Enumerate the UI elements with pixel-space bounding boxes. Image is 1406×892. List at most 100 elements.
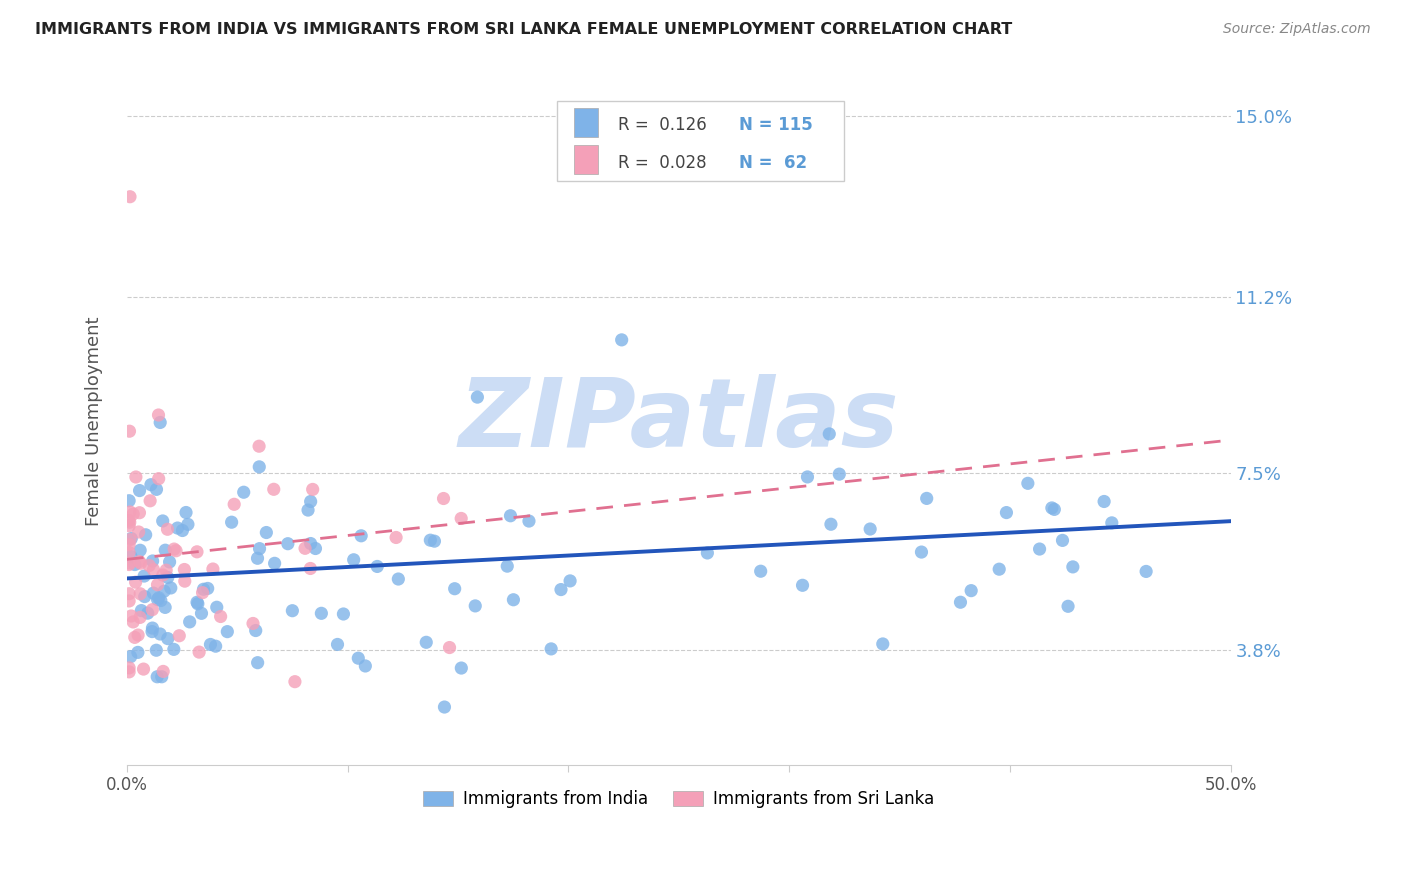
Point	[247, 459, 270, 474]
Point	[149, 416, 172, 430]
Point	[354, 659, 377, 673]
Legend: Immigrants from India, Immigrants from Sri Lanka: Immigrants from India, Immigrants from S…	[416, 783, 941, 814]
Point	[1040, 500, 1063, 515]
Point	[118, 190, 141, 204]
Text: ZIPatlas: ZIPatlas	[458, 375, 898, 467]
Point	[828, 467, 851, 482]
Point	[387, 572, 409, 586]
Point	[263, 557, 285, 571]
Point	[995, 506, 1018, 520]
Point	[350, 529, 373, 543]
Point	[125, 470, 148, 484]
Point	[118, 558, 141, 572]
Point	[118, 493, 141, 508]
Point	[174, 506, 197, 520]
Point	[153, 600, 176, 615]
Point	[139, 493, 162, 508]
Point	[134, 569, 156, 583]
Point	[517, 514, 540, 528]
Point	[1062, 560, 1084, 574]
Point	[163, 542, 186, 557]
Point	[120, 533, 142, 547]
Point	[224, 497, 246, 511]
Point	[201, 562, 224, 576]
Point	[247, 439, 270, 453]
Point	[1043, 502, 1066, 516]
Point	[299, 494, 322, 508]
Point	[135, 528, 157, 542]
Point	[187, 597, 209, 611]
Point	[173, 562, 195, 576]
Point	[301, 483, 323, 497]
Point	[263, 483, 285, 497]
Point	[193, 582, 215, 597]
Point	[1057, 599, 1080, 614]
Point	[146, 670, 169, 684]
Point	[366, 559, 388, 574]
Point	[910, 545, 932, 559]
Point	[148, 591, 170, 605]
Point	[120, 609, 142, 624]
Point	[124, 631, 146, 645]
Point	[129, 610, 152, 624]
Point	[155, 543, 177, 558]
Point	[128, 483, 150, 498]
Point	[820, 517, 842, 532]
Point	[127, 645, 149, 659]
Point	[281, 604, 304, 618]
Point	[177, 517, 200, 532]
Point	[188, 645, 211, 659]
Point	[118, 515, 141, 529]
Point	[859, 522, 882, 536]
Text: R =  0.028: R = 0.028	[619, 154, 707, 172]
Point	[179, 615, 201, 629]
Point	[246, 656, 269, 670]
Point	[149, 627, 172, 641]
Point	[209, 609, 232, 624]
Point	[818, 426, 841, 441]
Point	[120, 649, 142, 664]
Point	[326, 637, 349, 651]
Point	[540, 641, 562, 656]
Point	[118, 545, 141, 559]
Point	[141, 621, 163, 635]
Point	[1052, 533, 1074, 548]
Point	[242, 616, 264, 631]
FancyBboxPatch shape	[557, 102, 845, 180]
Point	[277, 537, 299, 551]
Point	[191, 585, 214, 599]
Point	[132, 662, 155, 676]
Point	[949, 595, 972, 609]
Text: N =  62: N = 62	[740, 154, 807, 172]
Point	[796, 470, 818, 484]
Point	[347, 651, 370, 665]
Point	[299, 561, 322, 575]
Point	[142, 563, 165, 577]
Point	[138, 558, 160, 573]
Point	[142, 554, 165, 568]
Point	[139, 477, 162, 491]
Point	[432, 491, 454, 506]
Point	[915, 491, 938, 506]
Point	[159, 555, 181, 569]
Point	[299, 536, 322, 550]
Point	[148, 408, 170, 422]
Point	[173, 574, 195, 589]
Point	[141, 624, 163, 639]
Point	[217, 624, 239, 639]
Point	[165, 543, 187, 558]
Point	[129, 556, 152, 570]
Point	[496, 559, 519, 574]
Point	[792, 578, 814, 592]
FancyBboxPatch shape	[574, 108, 598, 137]
Point	[156, 522, 179, 536]
Point	[385, 531, 408, 545]
Point	[146, 592, 169, 607]
Point	[141, 602, 163, 616]
Point	[558, 574, 581, 588]
Point	[156, 632, 179, 646]
Point	[127, 628, 149, 642]
Point	[122, 507, 145, 521]
Point	[163, 642, 186, 657]
Point	[343, 553, 366, 567]
